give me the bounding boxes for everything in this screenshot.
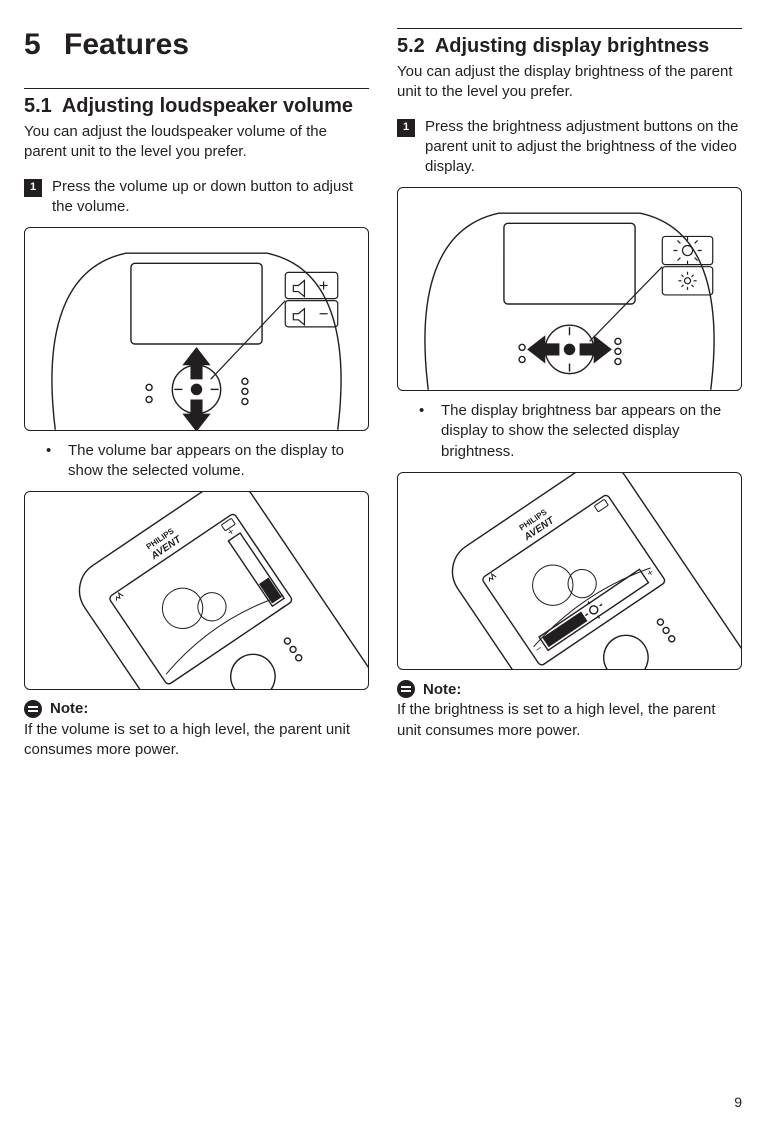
- section-title: Adjusting display brightness: [435, 35, 709, 58]
- section-5-1-heading: 5.1 Adjusting loudspeaker volume: [24, 95, 369, 118]
- bullet-text: The display brightness bar appears on th…: [441, 401, 742, 462]
- step-text: Press the volume up or down button to ad…: [52, 177, 369, 218]
- note-text: If the volume is set to a high level, th…: [24, 720, 369, 761]
- section-rule: [397, 28, 742, 29]
- bullet-dot: •: [46, 441, 52, 482]
- section-intro: You can adjust the loudspeaker volume of…: [24, 122, 369, 163]
- step-1: 1 Press the volume up or down button to …: [24, 177, 369, 218]
- left-column: 5 Features 5.1 Adjusting loudspeaker vol…: [24, 28, 369, 774]
- note-icon: [397, 680, 415, 698]
- note-icon: [24, 700, 42, 718]
- figure-volume-buttons: [24, 227, 369, 431]
- note-label: Note:: [423, 681, 461, 698]
- chapter-title: Features: [64, 28, 189, 62]
- note-text: If the brightness is set to a high level…: [397, 700, 742, 741]
- section-title: Adjusting loudspeaker volume: [62, 95, 353, 118]
- section-number: 5.1: [24, 95, 52, 118]
- section-5-2-heading: 5.2 Adjusting display brightness: [397, 35, 742, 58]
- note-heading: Note:: [397, 680, 742, 698]
- svg-text:–: –: [277, 602, 288, 614]
- right-column: 5.2 Adjusting display brightness You can…: [397, 28, 742, 774]
- section-number: 5.2: [397, 35, 425, 58]
- result-bullet: • The display brightness bar appears on …: [419, 401, 742, 462]
- note-heading: Note:: [24, 700, 369, 718]
- step-number-badge: 1: [397, 119, 415, 137]
- page-number: 9: [734, 1094, 742, 1110]
- step-text: Press the brightness adjustment buttons …: [425, 117, 742, 178]
- section-intro: You can adjust the display brightness of…: [397, 62, 742, 103]
- chapter-heading: 5 Features: [24, 28, 369, 62]
- chapter-number: 5: [24, 28, 48, 62]
- step-1: 1 Press the brightness adjustment button…: [397, 117, 742, 178]
- result-bullet: • The volume bar appears on the display …: [46, 441, 369, 482]
- svg-text:–: –: [533, 642, 544, 654]
- section-rule: [24, 88, 369, 89]
- bullet-dot: •: [419, 401, 425, 462]
- bullet-text: The volume bar appears on the display to…: [68, 441, 369, 482]
- figure-brightness-display: – + PHILIPS AVENT: [397, 472, 742, 671]
- figure-volume-display: + – PHILIPS AVENT: [24, 491, 369, 690]
- step-number-badge: 1: [24, 179, 42, 197]
- figure-brightness-buttons: [397, 187, 742, 391]
- svg-text:+: +: [645, 567, 656, 579]
- note-label: Note:: [50, 700, 88, 717]
